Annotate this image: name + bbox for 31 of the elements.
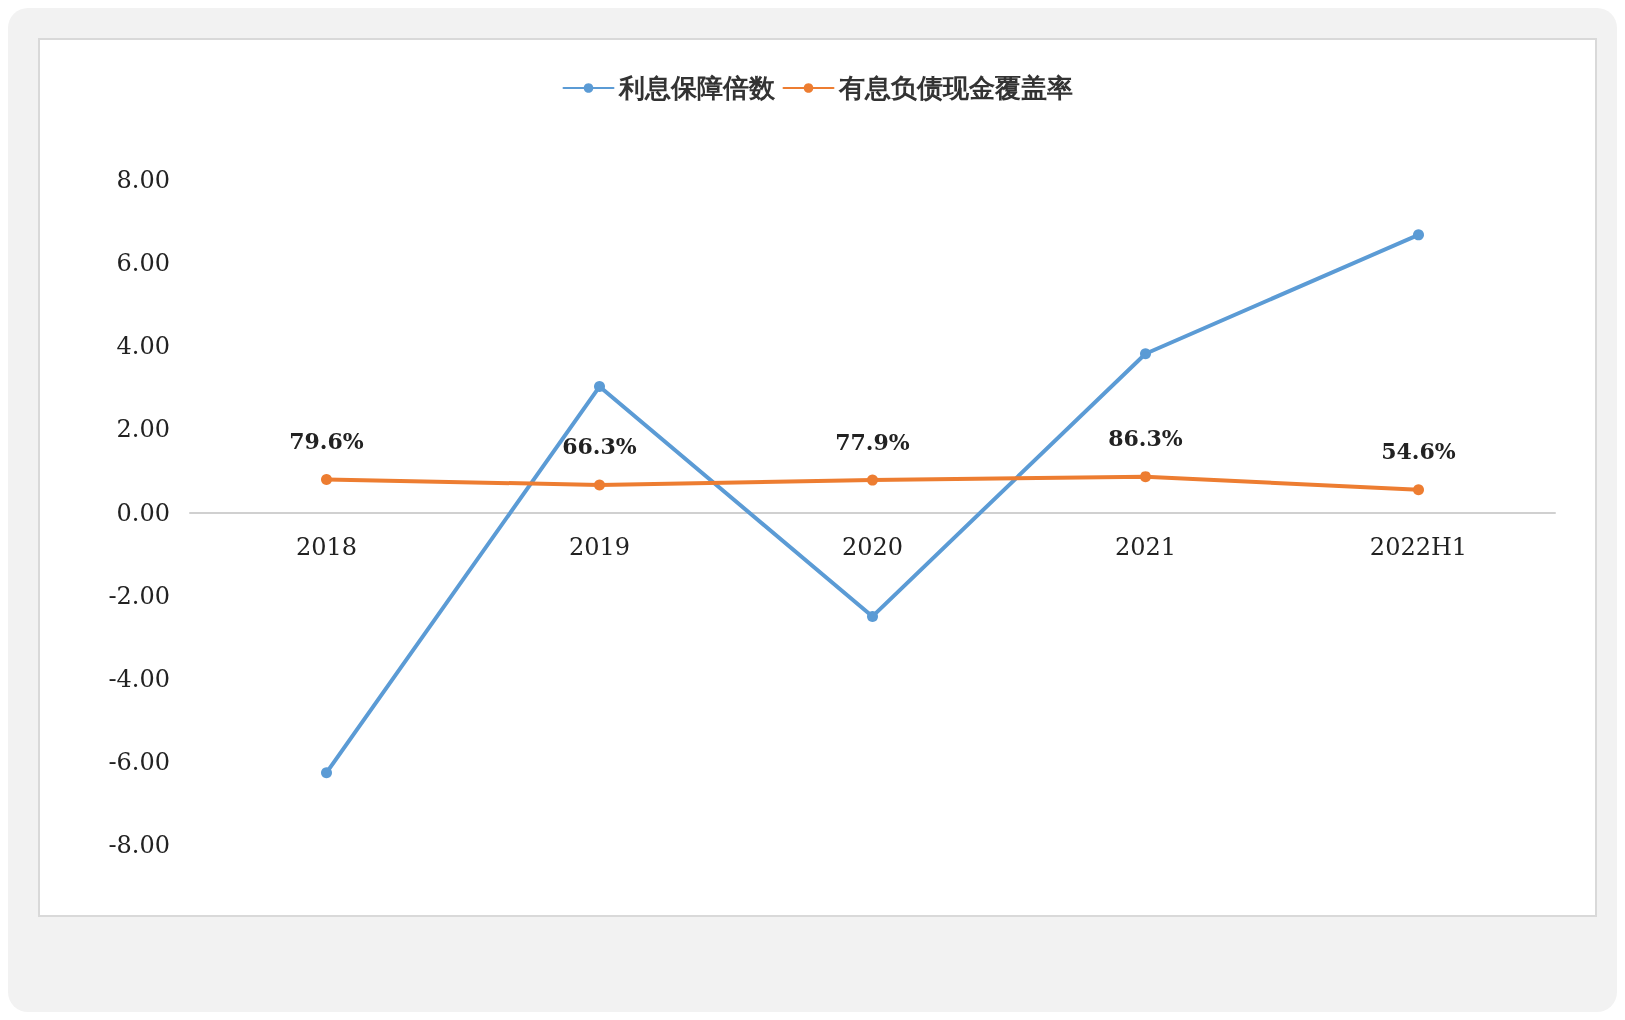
point xyxy=(1413,484,1424,496)
data-label: 79.6% xyxy=(289,427,364,454)
point xyxy=(1140,348,1151,360)
y-tick-label: -2.00 xyxy=(108,581,170,610)
point xyxy=(867,474,878,486)
point xyxy=(1413,229,1424,241)
point xyxy=(321,473,332,485)
y-tick-label: 8.00 xyxy=(116,166,170,194)
data-label: 54.6% xyxy=(1381,438,1456,465)
point xyxy=(867,610,878,622)
y-tick-label: -6.00 xyxy=(108,747,170,776)
x-tick-label: 2021 xyxy=(1114,532,1177,561)
y-tick-label: 0.00 xyxy=(116,498,170,527)
point xyxy=(594,381,605,393)
y-tick-label: 2.00 xyxy=(116,415,170,444)
y-tick-label: 4.00 xyxy=(116,332,170,361)
point xyxy=(321,767,332,779)
x-tick-label: 2018 xyxy=(295,532,358,561)
x-tick-label: 2019 xyxy=(568,532,631,561)
data-label: 86.3% xyxy=(1108,425,1183,452)
point xyxy=(594,479,605,491)
legend-label: 利息保障倍数 xyxy=(617,73,776,103)
point xyxy=(1140,471,1151,483)
y-tick-label: -4.00 xyxy=(108,664,170,693)
x-tick-label: 2022H1 xyxy=(1369,532,1468,561)
legend-label: 有息负债现金覆盖率 xyxy=(837,73,1073,103)
y-tick-label: -8.00 xyxy=(108,831,170,859)
y-tick-label: 6.00 xyxy=(116,249,170,278)
data-label: 66.3% xyxy=(562,433,637,460)
data-label: 77.9% xyxy=(835,428,910,455)
x-tick-label: 2020 xyxy=(841,532,904,561)
